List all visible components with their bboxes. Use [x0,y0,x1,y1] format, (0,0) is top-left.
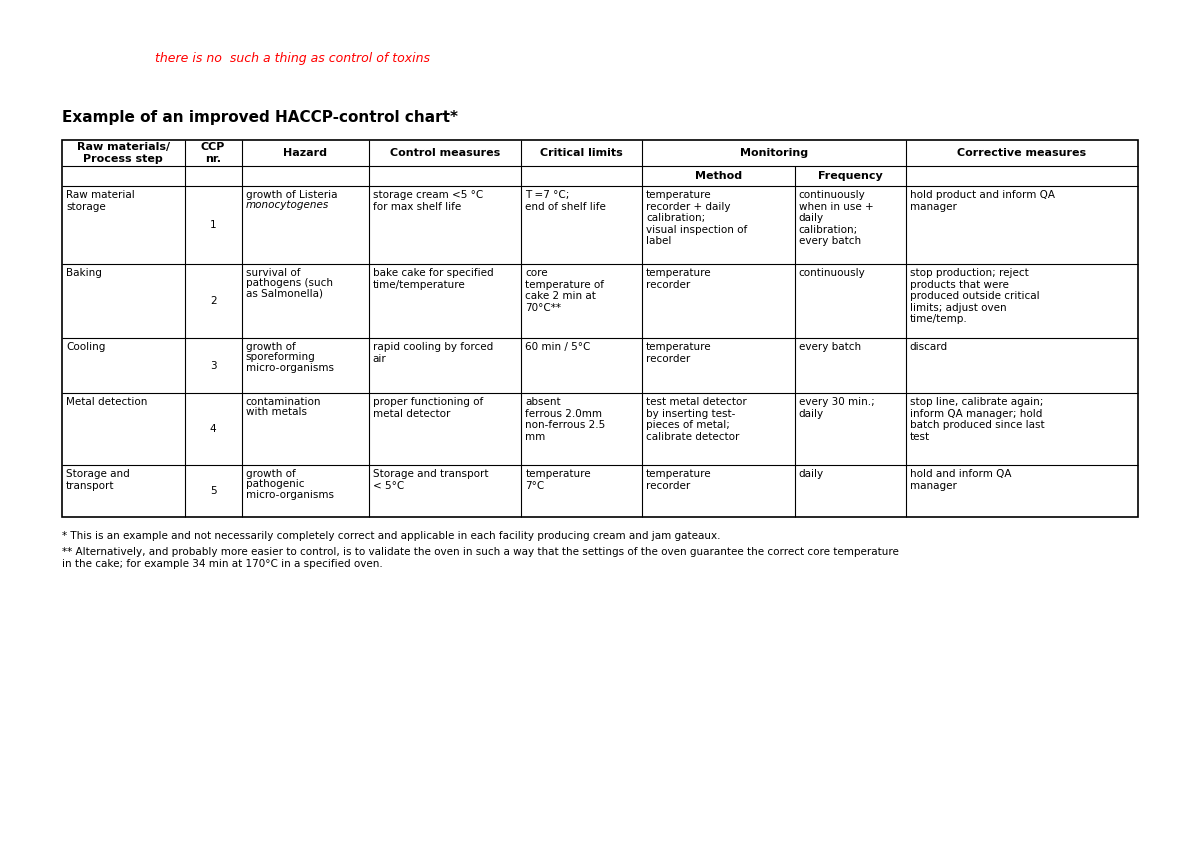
Text: 60 min / 5°C: 60 min / 5°C [526,342,590,352]
Text: ** Alternatively, and probably more easier to control, is to validate the oven i: ** Alternatively, and probably more easi… [62,547,899,569]
Text: Baking: Baking [66,268,102,278]
Text: daily: daily [799,469,824,479]
Text: 5: 5 [210,486,216,496]
Text: Control measures: Control measures [390,148,500,158]
Text: there is no  such a thing as control of toxins: there is no such a thing as control of t… [155,52,430,65]
Text: rapid cooling by forced
air: rapid cooling by forced air [373,342,493,363]
Text: test metal detector
by inserting test-
pieces of metal;
calibrate detector: test metal detector by inserting test- p… [646,397,746,441]
Text: Raw materials/
Process step: Raw materials/ Process step [77,142,170,164]
Text: Critical limits: Critical limits [540,148,623,158]
Text: Cooling: Cooling [66,342,106,352]
Text: micro-organisms: micro-organisms [246,363,334,373]
Text: core
temperature of
cake 2 min at
70°C**: core temperature of cake 2 min at 70°C** [526,268,605,312]
Text: Example of an improved HACCP-control chart*: Example of an improved HACCP-control cha… [62,110,458,125]
Text: continuously: continuously [799,268,865,278]
Text: 1: 1 [210,220,216,230]
Text: every 30 min.;
daily: every 30 min.; daily [799,397,875,419]
Text: growth of: growth of [246,342,295,352]
Text: hold product and inform QA
manager: hold product and inform QA manager [910,190,1055,211]
Text: pathogenic: pathogenic [246,480,304,489]
Text: * This is an example and not necessarily completely correct and applicable in ea: * This is an example and not necessarily… [62,531,720,541]
Text: 2: 2 [210,296,216,306]
Text: temperature
recorder: temperature recorder [646,268,712,290]
Text: proper functioning of
metal detector: proper functioning of metal detector [373,397,482,419]
Text: Metal detection: Metal detection [66,397,148,407]
Text: temperature
recorder: temperature recorder [646,342,712,363]
Text: bake cake for specified
time/temperature: bake cake for specified time/temperature [373,268,493,290]
Text: with metals: with metals [246,408,307,418]
Text: growth of Listeria: growth of Listeria [246,190,337,200]
Text: T =7 °C;
end of shelf life: T =7 °C; end of shelf life [526,190,606,211]
Text: temperature
7°C: temperature 7°C [526,469,592,491]
Text: Method: Method [695,171,742,181]
Text: pathogens (such: pathogens (such [246,278,332,289]
Text: Hazard: Hazard [283,148,328,158]
Text: discard: discard [910,342,948,352]
Text: hold and inform QA
manager: hold and inform QA manager [910,469,1012,491]
Text: 4: 4 [210,424,216,434]
Text: Raw material
storage: Raw material storage [66,190,134,211]
Text: every batch: every batch [799,342,860,352]
Text: storage cream <5 °C
for max shelf life: storage cream <5 °C for max shelf life [373,190,482,211]
Text: growth of: growth of [246,469,295,479]
Text: CCP
nr.: CCP nr. [200,142,226,164]
Text: Frequency: Frequency [817,171,882,181]
Text: monocytogenes: monocytogenes [246,200,329,211]
Text: temperature
recorder + daily
calibration;
visual inspection of
label: temperature recorder + daily calibration… [646,190,748,246]
Text: Storage and transport
< 5°C: Storage and transport < 5°C [373,469,488,491]
Text: stop production; reject
products that were
produced outside critical
limits; adj: stop production; reject products that we… [910,268,1039,324]
Text: Storage and
transport: Storage and transport [66,469,130,491]
Text: stop line, calibrate again;
inform QA manager; hold
batch produced since last
te: stop line, calibrate again; inform QA ma… [910,397,1044,441]
Text: Corrective measures: Corrective measures [958,148,1086,158]
Text: survival of: survival of [246,268,300,278]
Text: sporeforming: sporeforming [246,352,316,363]
Text: continuously
when in use +
daily
calibration;
every batch: continuously when in use + daily calibra… [799,190,874,246]
Text: as Salmonella): as Salmonella) [246,289,323,299]
Text: absent
ferrous 2.0mm
non-ferrous 2.5
mm: absent ferrous 2.0mm non-ferrous 2.5 mm [526,397,606,441]
Text: 3: 3 [210,361,216,370]
Text: micro-organisms: micro-organisms [246,490,334,500]
Text: temperature
recorder: temperature recorder [646,469,712,491]
Text: contamination: contamination [246,397,322,407]
Bar [62,140,1138,517]
Text: Monitoring: Monitoring [739,148,808,158]
